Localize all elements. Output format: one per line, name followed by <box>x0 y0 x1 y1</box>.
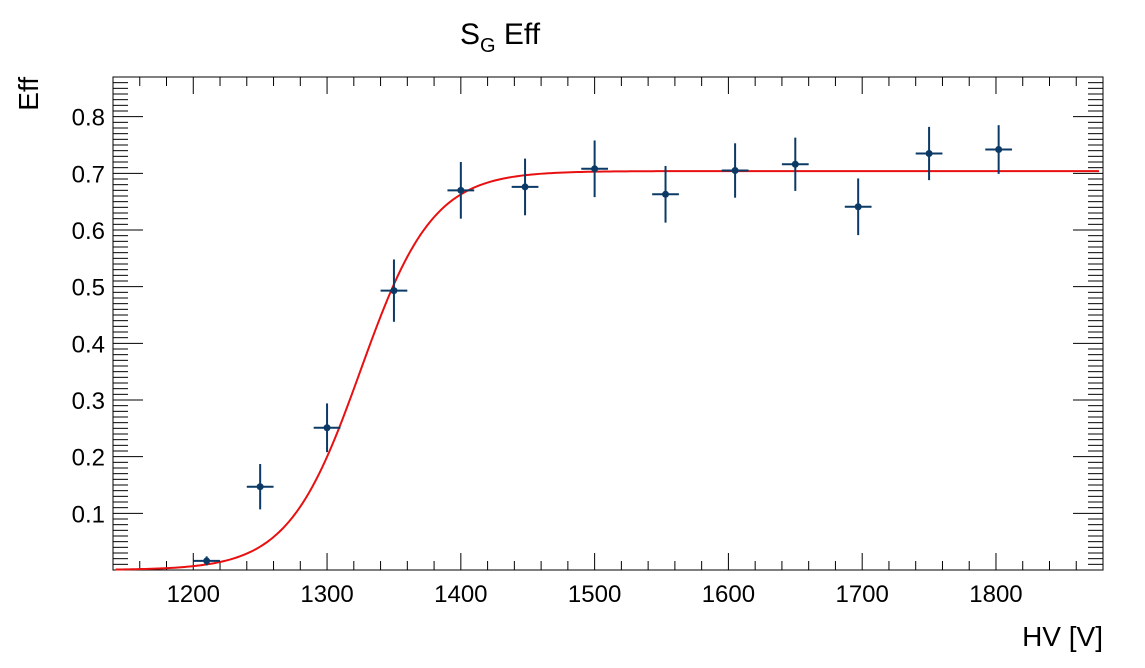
x-tick-label: 1500 <box>568 581 621 608</box>
data-point <box>203 557 211 565</box>
ticks-group <box>112 76 1104 571</box>
data-point <box>591 165 599 173</box>
x-tick-label: 1700 <box>835 581 888 608</box>
x-tick-label: 1800 <box>969 581 1022 608</box>
plot-frame <box>112 76 1104 571</box>
y-tick-label: 0.2 <box>72 445 105 472</box>
data-point <box>731 167 739 174</box>
x-axis-label: HV [V] <box>1022 621 1103 652</box>
data-point <box>457 186 465 194</box>
y-axis-label: Eff <box>13 77 44 111</box>
data-point <box>995 146 1003 154</box>
y-tick-label: 0.8 <box>72 105 105 132</box>
plot-frame-group <box>112 76 1104 571</box>
y-tick-label: 0.1 <box>72 501 105 528</box>
chart-title-subscript: G <box>480 35 496 57</box>
data-point <box>521 183 529 191</box>
y-tick-label: 0.3 <box>72 388 105 415</box>
y-tick-label: 0.6 <box>72 218 105 245</box>
data-point <box>256 483 264 491</box>
x-tick-label: 1300 <box>300 581 353 608</box>
data-point <box>925 150 933 157</box>
x-tick-label: 1600 <box>702 581 755 608</box>
data-point <box>662 190 670 198</box>
x-tick-label: 1200 <box>167 581 220 608</box>
y-tick-label: 0.7 <box>72 161 105 188</box>
data-point <box>390 287 398 295</box>
y-tick-label: 0.4 <box>72 331 105 358</box>
tick-labels-group: 1200 1300 1400 1500 1600 1700 1800 0.1 0.2 0.3 0.4… <box>72 105 1023 608</box>
data-point <box>854 203 862 211</box>
chart-title-main: S <box>460 18 480 51</box>
y-tick-label: 0.5 <box>72 275 105 302</box>
fit-curve <box>115 170 1099 571</box>
x-tick-label: 1400 <box>434 581 487 608</box>
fit-curve-group <box>115 170 1099 571</box>
data-point <box>791 160 799 168</box>
chart-title: SG Eff <box>460 18 541 57</box>
data-points-group <box>193 125 1013 566</box>
chart-title-rest: Eff <box>496 18 541 51</box>
data-point <box>323 424 331 432</box>
